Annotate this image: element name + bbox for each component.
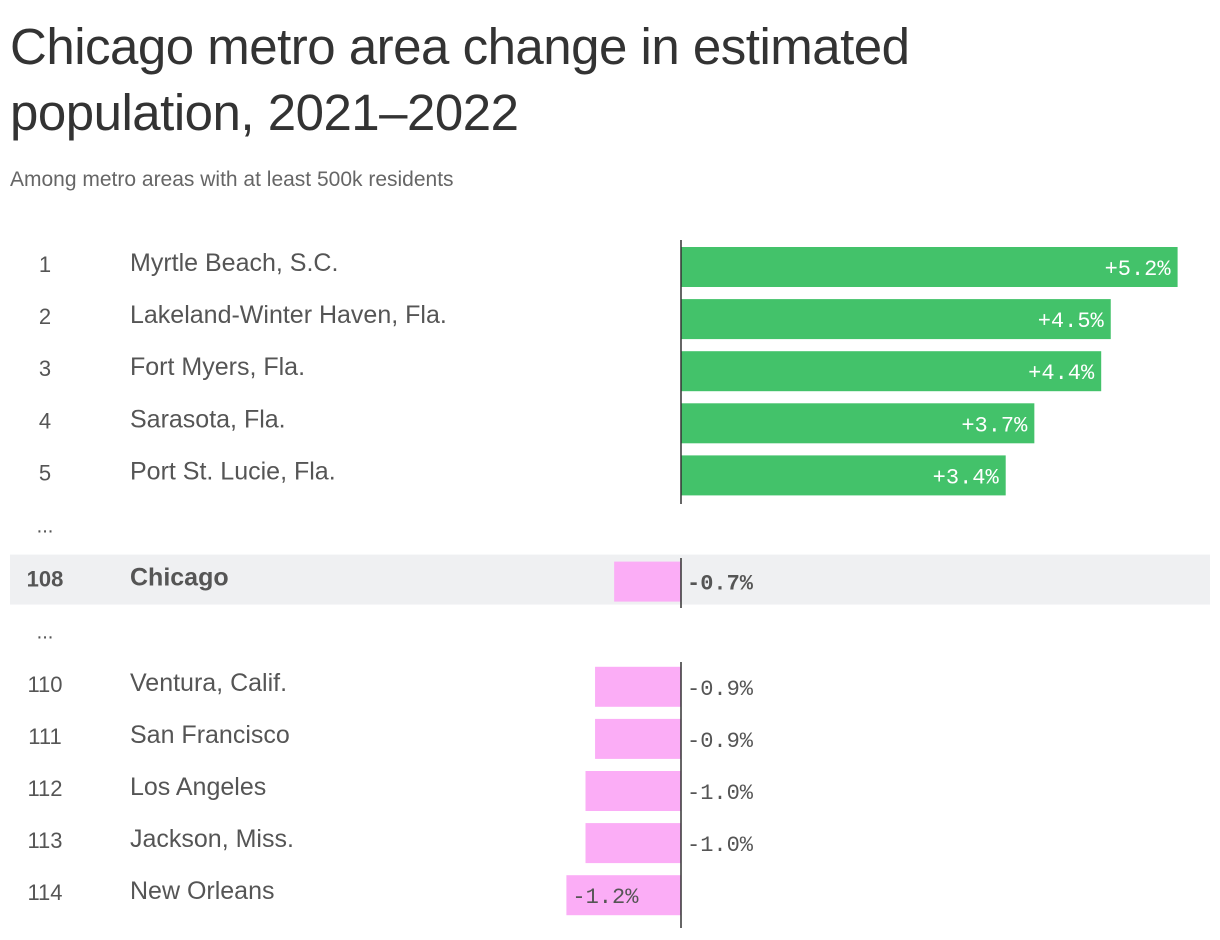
bar bbox=[595, 718, 681, 759]
rank-label: 114 bbox=[27, 880, 62, 905]
metro-name: San Francisco bbox=[130, 721, 290, 749]
value-label: -1.0% bbox=[687, 833, 754, 858]
bar bbox=[681, 351, 1102, 392]
value-label: -0.9% bbox=[687, 677, 754, 702]
rank-label: 4 bbox=[39, 408, 51, 433]
bar bbox=[681, 455, 1006, 496]
bar bbox=[681, 299, 1111, 340]
metro-name: Lakeland-Winter Haven, Fla. bbox=[130, 301, 447, 329]
metro-name: Sarasota, Fla. bbox=[130, 405, 286, 433]
labels-layer: 1 Myrtle Beach, S.C. +5.2% 2 Lakeland-Winter… bbox=[27, 249, 1172, 910]
metro-name: Ventura, Calif. bbox=[130, 669, 287, 697]
bar bbox=[585, 823, 681, 864]
rank-label: 2 bbox=[39, 304, 51, 329]
metro-name: Myrtle Beach, S.C. bbox=[130, 249, 338, 277]
highlight-row-band bbox=[10, 554, 1210, 605]
metro-name: Port St. Lucie, Fla. bbox=[130, 457, 336, 485]
bar bbox=[681, 403, 1035, 444]
value-label: +5.2% bbox=[1105, 257, 1172, 282]
metro-name: Fort Myers, Fla. bbox=[130, 353, 305, 381]
bar bbox=[585, 771, 681, 811]
highlight-layer bbox=[10, 554, 1210, 605]
gap-ellipsis: ... bbox=[37, 622, 54, 644]
value-label: +3.7% bbox=[961, 413, 1028, 438]
metro-name: Los Angeles bbox=[130, 773, 266, 801]
rank-label: 3 bbox=[39, 356, 51, 381]
chart-subtitle: Among metro areas with at least 500k res… bbox=[10, 168, 454, 191]
rank-label: 110 bbox=[27, 672, 62, 697]
bars-layer bbox=[566, 247, 1178, 916]
value-label: -1.2% bbox=[572, 885, 639, 910]
gap-ellipsis: ... bbox=[37, 516, 54, 538]
value-label: +4.4% bbox=[1028, 361, 1095, 386]
metro-name: Chicago bbox=[130, 564, 229, 592]
chart-title: Chicago metro area change in estimated p… bbox=[10, 18, 910, 141]
value-label: -1.0% bbox=[687, 781, 754, 806]
value-label: +4.5% bbox=[1038, 309, 1105, 334]
bar bbox=[595, 666, 681, 707]
rank-label: 112 bbox=[27, 776, 62, 801]
bar bbox=[566, 875, 681, 916]
rank-label: 113 bbox=[27, 828, 62, 853]
bar bbox=[681, 247, 1178, 287]
bar bbox=[614, 561, 681, 602]
rank-label: 111 bbox=[28, 724, 61, 749]
metro-name: New Orleans bbox=[130, 877, 275, 905]
value-label: -0.7% bbox=[687, 572, 754, 597]
metro-name: Jackson, Miss. bbox=[130, 825, 294, 853]
rank-label: 5 bbox=[39, 460, 51, 485]
value-label: -0.9% bbox=[687, 729, 754, 754]
rank-label: 1 bbox=[39, 252, 51, 277]
rank-label: 108 bbox=[27, 567, 64, 592]
value-label: +3.4% bbox=[933, 465, 1000, 490]
